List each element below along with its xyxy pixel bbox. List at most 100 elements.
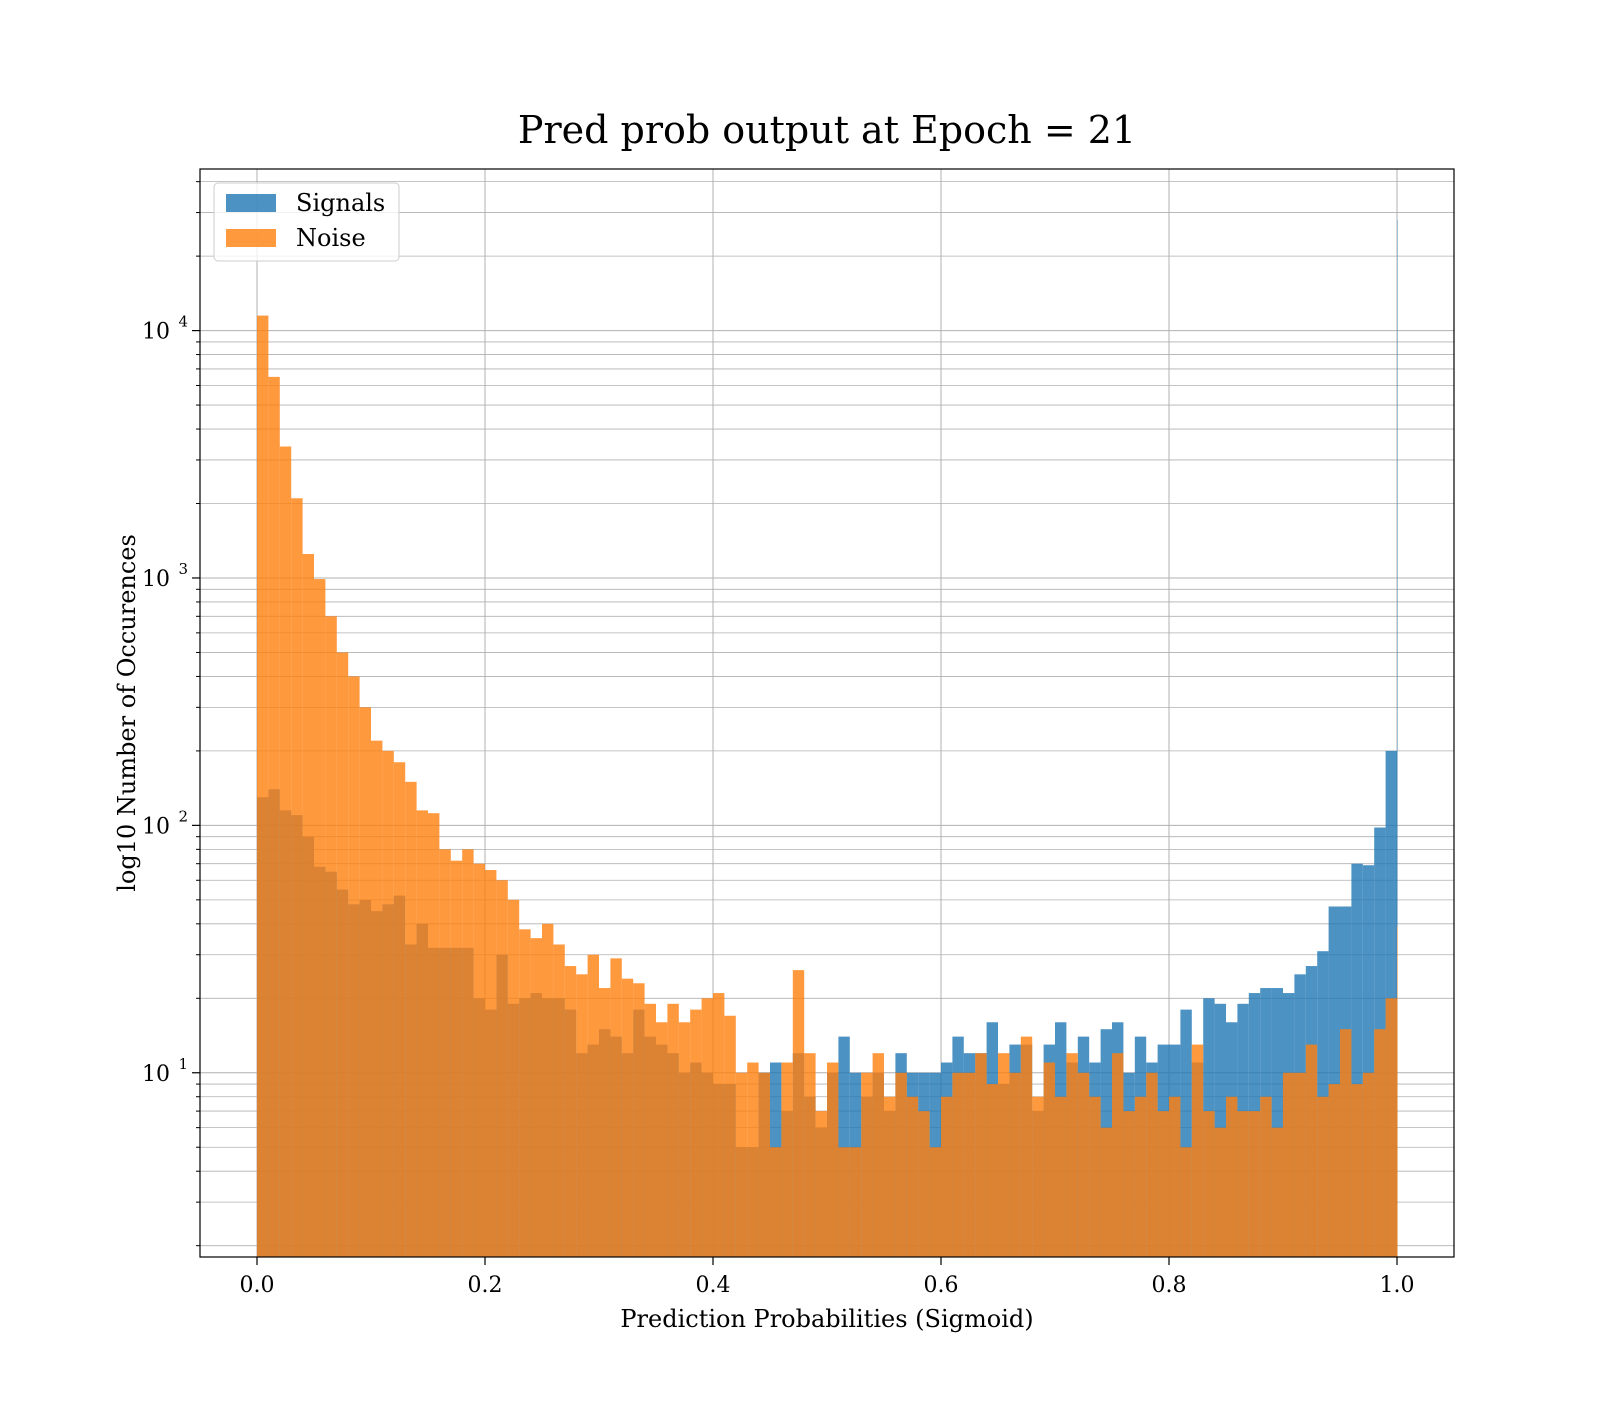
bar-noise bbox=[838, 1147, 850, 1257]
x-tick-label: 0.0 bbox=[240, 1273, 275, 1298]
bar-noise bbox=[1100, 1127, 1112, 1257]
bar-noise bbox=[1362, 1072, 1375, 1257]
bars bbox=[257, 219, 1398, 1258]
bar-noise bbox=[1374, 1029, 1386, 1257]
bar-noise bbox=[1248, 1111, 1261, 1257]
bar-noise bbox=[906, 1096, 919, 1257]
bar-noise bbox=[530, 938, 542, 1257]
bar-noise bbox=[496, 880, 508, 1257]
bar-noise bbox=[576, 974, 588, 1257]
bar-noise bbox=[348, 676, 360, 1257]
bar-noise bbox=[644, 1003, 656, 1257]
y-tick-label-exponent: 2 bbox=[178, 807, 188, 825]
bar-noise bbox=[929, 1147, 941, 1257]
bar-noise bbox=[667, 1003, 679, 1257]
bar-noise bbox=[382, 750, 394, 1257]
bar-noise bbox=[770, 1147, 782, 1257]
bar-noise bbox=[1271, 1127, 1283, 1257]
bar-noise bbox=[804, 1053, 816, 1257]
y-tick-label-exponent: 4 bbox=[178, 313, 188, 331]
bar-noise bbox=[450, 860, 463, 1257]
bar-noise bbox=[325, 616, 337, 1257]
bar-noise bbox=[861, 1072, 873, 1257]
bar-noise bbox=[963, 1072, 976, 1257]
bar-noise bbox=[1066, 1053, 1078, 1257]
bar-noise bbox=[975, 1053, 987, 1257]
bar-noise bbox=[485, 870, 497, 1257]
bar-noise bbox=[1305, 1044, 1318, 1257]
bar-noise bbox=[986, 1084, 998, 1257]
bar-noise bbox=[1123, 1111, 1135, 1257]
bar-noise bbox=[633, 983, 645, 1257]
bar-noise bbox=[519, 929, 531, 1257]
bar-noise bbox=[678, 1022, 691, 1257]
bar-noise bbox=[1237, 1111, 1249, 1257]
bar-noise bbox=[462, 849, 474, 1257]
bar-noise bbox=[1032, 1096, 1044, 1257]
bar-noise bbox=[599, 988, 611, 1257]
bar-signals bbox=[1328, 906, 1340, 1257]
bar-noise bbox=[336, 652, 349, 1257]
bar-noise bbox=[405, 781, 417, 1257]
bar-noise bbox=[1340, 1029, 1352, 1257]
bar-noise bbox=[587, 954, 599, 1257]
bar-noise bbox=[781, 1062, 793, 1257]
y-tick-label-exponent: 3 bbox=[178, 560, 188, 578]
bar-noise bbox=[507, 899, 520, 1257]
bar-noise bbox=[701, 998, 713, 1257]
y-axis-label: log10 Number of Occurences bbox=[113, 534, 141, 892]
bar-signals bbox=[838, 1036, 850, 1257]
bar-noise bbox=[872, 1053, 884, 1257]
bar-noise bbox=[827, 1062, 839, 1257]
bar-noise bbox=[1191, 1044, 1204, 1257]
bar-noise bbox=[1089, 1096, 1101, 1257]
bar-noise bbox=[1055, 1096, 1067, 1257]
bar-noise bbox=[371, 740, 383, 1257]
bar-noise bbox=[542, 923, 554, 1257]
x-axis-label: Prediction Probabilities (Sigmoid) bbox=[620, 1305, 1033, 1333]
bar-noise bbox=[473, 863, 485, 1257]
bar-noise bbox=[884, 1096, 896, 1257]
axes-frame bbox=[199, 168, 1455, 1258]
bar-noise bbox=[621, 978, 634, 1257]
bar-signals bbox=[1180, 1009, 1192, 1257]
bar-noise bbox=[1169, 1096, 1181, 1257]
legend-swatch-signals bbox=[226, 194, 276, 212]
bar-noise bbox=[758, 1072, 770, 1257]
y-tick-label: 10 bbox=[142, 567, 170, 592]
bar-noise bbox=[416, 810, 428, 1257]
bar-noise bbox=[998, 1053, 1010, 1257]
bar-noise bbox=[792, 970, 805, 1257]
x-tick-label: 1.0 bbox=[1380, 1273, 1415, 1298]
x-tick-label: 0.8 bbox=[1152, 1273, 1187, 1298]
bar-noise bbox=[1020, 1036, 1033, 1257]
bar-noise bbox=[1283, 1072, 1295, 1257]
bar-noise bbox=[815, 1111, 827, 1257]
x-tick-label: 0.6 bbox=[924, 1273, 959, 1298]
bar-noise bbox=[268, 376, 280, 1258]
bar-noise bbox=[941, 1096, 953, 1257]
x-tick-label: 0.2 bbox=[468, 1273, 503, 1298]
bar-noise bbox=[359, 707, 371, 1257]
bar-signals bbox=[1362, 865, 1375, 1257]
bar-noise bbox=[1077, 1072, 1090, 1257]
bar-noise bbox=[257, 315, 269, 1257]
bar-noise bbox=[1214, 1127, 1226, 1257]
bar-noise bbox=[1397, 926, 1398, 1257]
bar-noise bbox=[1043, 1062, 1055, 1257]
bar-noise bbox=[291, 498, 303, 1258]
ticks: 10 1 10 2 10 3 10 4 0.0 0.2 0.4 0.6 0.8 1.0 bbox=[142, 181, 1415, 1298]
bar-noise bbox=[1317, 1096, 1329, 1257]
bar-noise bbox=[302, 554, 314, 1257]
bar-noise bbox=[952, 1072, 964, 1257]
bar-noise bbox=[1157, 1111, 1169, 1257]
bar-noise bbox=[895, 1072, 907, 1257]
bar-noise bbox=[1203, 1111, 1215, 1257]
legend-label-noise: Noise bbox=[296, 224, 366, 252]
bar-noise bbox=[918, 1111, 930, 1257]
bar-noise bbox=[1328, 1084, 1340, 1257]
y-tick-label: 10 bbox=[142, 814, 170, 839]
bar-noise bbox=[724, 1015, 736, 1257]
legend: Signals Noise bbox=[213, 182, 400, 262]
